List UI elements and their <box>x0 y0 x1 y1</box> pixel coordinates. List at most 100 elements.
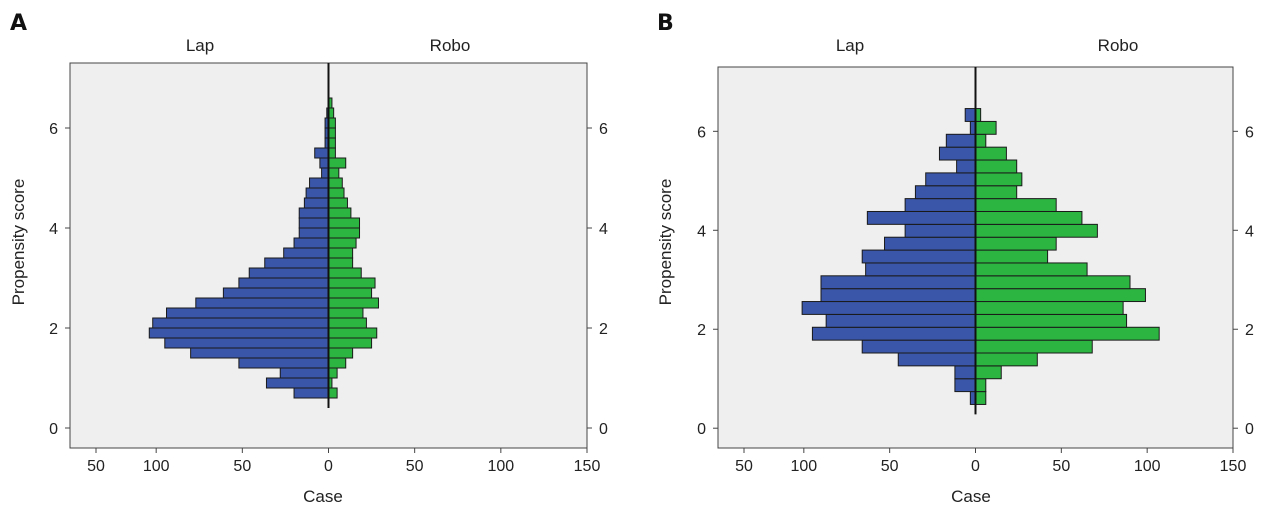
panel-a-x-axis: 50 100 50 0 50 100 150 <box>87 448 600 475</box>
panel-a-y-tick-label-left: 2 <box>49 321 58 338</box>
panel-a-robo-bar <box>328 127 336 139</box>
panel-b-x-tick-label: 100 <box>1134 458 1161 475</box>
panel-a-robo-bar <box>328 307 364 319</box>
panel-b-lap-bar <box>954 378 977 393</box>
panel-a-robo-bar <box>328 227 361 239</box>
panel-b-robo-bar <box>975 120 997 135</box>
panel-a-lap-bar <box>166 307 329 319</box>
panel-b: B Lap Robo Case Propensity score 50 100 50… <box>656 11 1254 506</box>
panel-a-x-tick-label: 100 <box>143 458 170 475</box>
panel-b-x-tick-label: 50 <box>1052 458 1070 475</box>
panel-a-robo-bar <box>328 137 336 149</box>
panel-a-lap-bar <box>238 277 330 289</box>
panel-a-robo-bar <box>328 157 347 169</box>
panel-b-lap-bar <box>904 223 976 238</box>
panel-a-robo-bar <box>328 177 343 189</box>
panel-a-lap-bar <box>314 147 330 159</box>
panel-b-robo-bar <box>975 249 1049 264</box>
panel-a-lap-bar <box>293 387 329 399</box>
panel-b-y-tick-label-right: 4 <box>1245 223 1254 240</box>
panel-a-bars <box>148 97 379 399</box>
panel-b-lap-bar <box>897 352 976 367</box>
panel-a-lap-bar <box>222 287 329 299</box>
panel-b-robo-bar <box>975 352 1038 367</box>
panel-a-lap-bar <box>279 367 330 379</box>
panel-a-letter: A <box>10 11 27 36</box>
panel-b-robo-bar <box>975 185 1018 200</box>
panel-b-lap-bar <box>925 172 977 187</box>
panel-b-robo-bar <box>975 275 1131 290</box>
panel-a-lap-bar <box>190 347 329 359</box>
panel-b-robo-bar <box>975 288 1146 303</box>
panel-a-robo-bar <box>328 147 336 159</box>
panel-b-robo-bar <box>975 133 987 148</box>
panel-b-lap-bar <box>811 326 977 341</box>
panel-a-robo-bar <box>328 167 340 179</box>
panel-a-y-tick-label-right: 4 <box>599 221 608 238</box>
panel-a-lap-bar <box>303 197 329 209</box>
panel-b-x-tick-label: 50 <box>881 458 899 475</box>
panel-b-y-tick-label-right: 2 <box>1245 322 1254 339</box>
panel-a-y-tick-label-right: 0 <box>599 421 608 438</box>
panel-b-robo-label: Robo <box>1098 36 1139 55</box>
panel-a-y-tick-label-left: 6 <box>49 121 58 138</box>
panel-b-lap-bar <box>820 288 976 303</box>
panel-a: A Lap Robo Case Propensity score 50 100 50… <box>9 11 608 506</box>
panel-b-robo-bar <box>975 262 1088 277</box>
panel-a-lap-bar <box>195 297 329 309</box>
panel-a-x-axis-title: Case <box>303 487 343 506</box>
panel-a-robo-bar <box>328 217 361 229</box>
panel-a-y-tick-label-right: 6 <box>599 121 608 138</box>
panel-b-x-tick-label: 0 <box>971 458 980 475</box>
panel-a-y-tick-label-left: 0 <box>49 421 58 438</box>
panel-b-x-tick-label: 150 <box>1220 458 1247 475</box>
panel-b-robo-bar <box>975 236 1057 251</box>
panel-a-x-tick-label: 100 <box>487 458 514 475</box>
panel-a-x-tick-label: 50 <box>87 458 105 475</box>
panel-a-lap-bar <box>309 177 330 189</box>
panel-a-lap-bar <box>298 227 330 239</box>
panel-b-lap-bar <box>825 313 977 328</box>
panel-a-robo-bar <box>328 337 373 349</box>
panel-a-x-tick-label: 50 <box>406 458 424 475</box>
panel-a-lap-bar <box>298 207 330 219</box>
panel-a-robo-bar <box>328 267 362 279</box>
panel-a-lap-bar <box>321 167 329 179</box>
panel-a-lap-label: Lap <box>186 36 214 55</box>
panel-b-lap-label: Lap <box>836 36 864 55</box>
panel-b-x-tick-label: 50 <box>735 458 753 475</box>
panel-b-robo-bar <box>975 172 1023 187</box>
panel-a-robo-bar <box>328 317 367 329</box>
panel-a-robo-bar <box>328 117 336 129</box>
panel-b-lap-bar <box>945 133 976 148</box>
panel-b-y-axis: 0 0 2 2 4 4 6 6 <box>697 124 1254 438</box>
panel-b-lap-bar <box>861 339 977 354</box>
panel-b-robo-bar <box>975 378 987 393</box>
panel-a-robo-bar <box>328 347 354 359</box>
panel-b-x-tick-label: 100 <box>790 458 817 475</box>
panel-a-y-axis-title: Propensity score <box>9 179 28 306</box>
panel-b-y-tick-label-right: 6 <box>1245 124 1254 141</box>
panel-a-robo-bar <box>328 257 354 269</box>
panel-a-robo-bar <box>328 327 378 339</box>
panel-b-robo-bar <box>975 301 1124 315</box>
panel-a-robo-bar <box>328 387 338 399</box>
panel-b-lap-bar <box>865 262 977 277</box>
panel-b-robo-bar <box>975 146 1007 161</box>
panel-b-y-tick-label-left: 0 <box>697 421 706 438</box>
panel-a-lap-bar <box>265 377 329 389</box>
panel-b-y-axis-title: Propensity score <box>656 179 675 306</box>
panel-b-robo-bar <box>975 223 1098 238</box>
panel-a-robo-bar <box>328 287 373 299</box>
panel-a-robo-bar <box>328 277 376 289</box>
panel-b-lap-bar <box>956 159 976 174</box>
panel-a-y-tick-label-right: 2 <box>599 321 608 338</box>
panel-b-robo-bar <box>975 198 1057 212</box>
panel-a-robo-label: Robo <box>430 36 471 55</box>
panel-b-lap-bar <box>861 249 977 264</box>
panel-b-lap-bar <box>820 275 976 290</box>
panel-b-y-tick-label-left: 6 <box>697 124 706 141</box>
panel-a-lap-bar <box>293 237 329 249</box>
panel-a-lap-bar <box>248 267 329 279</box>
